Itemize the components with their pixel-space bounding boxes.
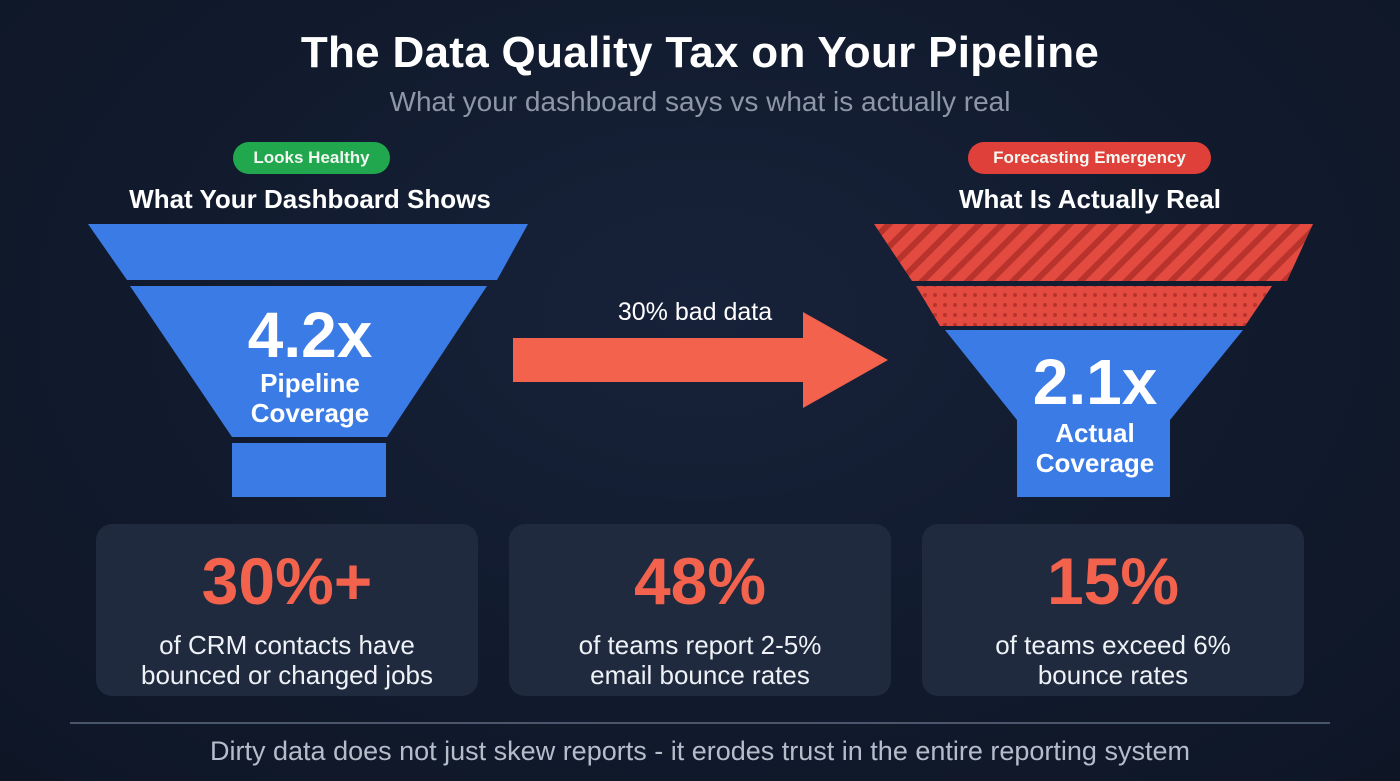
left-funnel-top-band xyxy=(88,224,528,280)
stat-desc-2: email bounce rates xyxy=(590,660,810,690)
stat-desc-2: bounced or changed jobs xyxy=(140,660,433,690)
actual-coverage-label-2: Coverage xyxy=(1035,448,1155,478)
left-funnel-spout xyxy=(232,443,386,497)
bad-data-label: 30% bad data xyxy=(617,298,773,326)
dashboard-coverage-label-1: Pipeline xyxy=(260,368,360,398)
dashboard-coverage-value: 4.2x xyxy=(247,299,373,371)
actual-heading: What Is Actually Real xyxy=(959,184,1221,214)
page-subtitle: What your dashboard says vs what is actu… xyxy=(389,86,1011,117)
stat-desc-1: of teams exceed 6% xyxy=(995,630,1231,660)
right-funnel-bad-band-striped xyxy=(874,224,1313,281)
left-funnel-middle-band xyxy=(130,286,487,437)
stat-card-bounce-6: 15% of teams exceed 6% bounce rates xyxy=(922,524,1304,696)
footer-divider xyxy=(70,722,1330,724)
bad-data-arrow xyxy=(513,312,888,408)
page-title: The Data Quality Tax on Your Pipeline xyxy=(300,28,1100,77)
stat-value: 48% xyxy=(633,544,767,618)
stat-card-crm-contacts: 30%+ of CRM contacts have bounced or cha… xyxy=(96,524,478,696)
stat-card-bounce-2-5: 48% of teams report 2-5% email bounce ra… xyxy=(509,524,891,696)
stat-desc-2: bounce rates xyxy=(1037,660,1189,690)
looks-healthy-badge: Looks Healthy xyxy=(233,142,390,174)
dashboard-heading: What Your Dashboard Shows xyxy=(129,184,491,214)
footer-text: Dirty data does not just skew reports - … xyxy=(210,736,1190,766)
actual-coverage-label-1: Actual xyxy=(1055,418,1135,448)
stat-desc-1: of teams report 2-5% xyxy=(578,630,822,660)
actual-coverage-value: 2.1x xyxy=(1032,346,1158,418)
stat-value: 15% xyxy=(1046,544,1180,618)
right-funnel-real-band xyxy=(945,330,1243,497)
stat-desc-1: of CRM contacts have xyxy=(159,630,415,660)
right-funnel-bad-band-dotted xyxy=(916,286,1272,326)
stat-value: 30%+ xyxy=(201,544,373,618)
dashboard-coverage-label-2: Coverage xyxy=(250,398,370,428)
forecasting-emergency-badge: Forecasting Emergency xyxy=(968,142,1211,174)
